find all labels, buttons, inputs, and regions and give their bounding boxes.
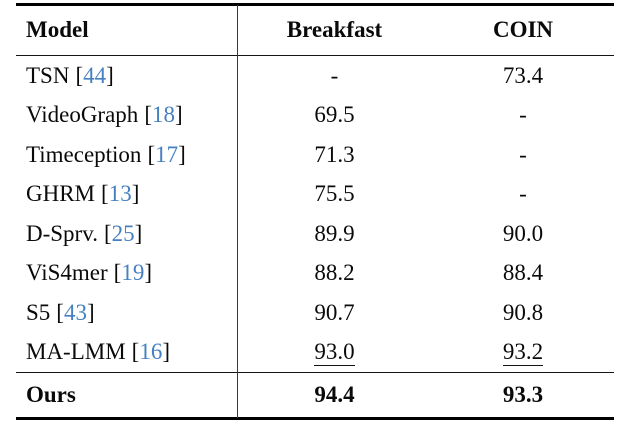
header-breakfast: Breakfast — [286, 17, 383, 43]
table-row: Timeception [17] 71.3 - — [16, 135, 614, 175]
model-cell: D-Sprv. [25] — [16, 221, 237, 247]
model-cell: ViS4mer [19] — [16, 260, 237, 286]
citation-link[interactable]: 43 — [63, 299, 87, 325]
model-name: ViS4mer — [26, 260, 108, 286]
citation-link[interactable]: 19 — [121, 260, 145, 286]
model-cell: TSN [44] — [16, 63, 237, 89]
breakfast-cell: - — [330, 62, 339, 88]
bracket-open: [ — [131, 339, 140, 365]
bracket-close: ] — [131, 181, 140, 207]
header-model: Model — [26, 17, 89, 43]
breakfast-cell: 90.7 — [314, 299, 355, 325]
table-header-row: Model Breakfast COIN — [16, 6, 614, 55]
table-row: TSN [44] - 73.4 — [16, 56, 614, 96]
results-table: Model Breakfast COIN TSN [44] - 73.4 Vide… — [16, 3, 614, 420]
coin-cell: 93.3 — [502, 382, 544, 408]
bracket-open: [ — [101, 181, 109, 207]
rule-below-header — [16, 54, 614, 56]
breakfast-cell: 75.5 — [314, 181, 355, 207]
coin-cell: 73.4 — [502, 62, 544, 88]
breakfast-cell: 89.9 — [314, 220, 355, 246]
table-row: MA-LMM [16] 93.0 93.2 — [16, 332, 614, 372]
rule-above-footer — [16, 371, 614, 374]
table-row: GHRM [13] 75.5 - — [16, 174, 614, 214]
header-coin: COIN — [492, 17, 554, 43]
breakfast-cell: 69.5 — [314, 102, 355, 128]
bracket-close: ] — [106, 62, 114, 88]
citation-link[interactable]: 25 — [111, 220, 135, 246]
bracket-open: [ — [113, 260, 122, 286]
model-cell: MA-LMM [16] — [16, 339, 237, 365]
rule-bottom — [16, 417, 614, 420]
model-name: GHRM — [26, 181, 96, 207]
table-row: VideoGraph [18] 69.5 - — [16, 95, 614, 135]
bracket-close: ] — [144, 260, 153, 286]
citation-link[interactable]: 16 — [139, 339, 163, 365]
table-row: D-Sprv. [25] 89.9 90.0 — [16, 214, 614, 254]
table-row: ViS4mer [19] 88.2 88.4 — [16, 253, 614, 293]
bracket-close: ] — [178, 141, 186, 167]
model-cell: Ours — [26, 382, 76, 408]
breakfast-cell: 94.4 — [314, 382, 355, 408]
coin-cell: 90.8 — [502, 299, 544, 325]
bracket-open: [ — [144, 102, 152, 128]
coin-cell: - — [519, 141, 527, 167]
model-cell: S5 [43] — [16, 300, 237, 326]
model-name: D-Sprv. — [26, 220, 98, 246]
underlined-value: 93.0 — [314, 339, 355, 366]
citation-link[interactable]: 13 — [108, 181, 132, 207]
citation-link[interactable]: 17 — [155, 141, 179, 167]
model-name: S5 — [26, 299, 51, 325]
coin-cell: 88.4 — [502, 260, 544, 286]
table-row: S5 [43] 90.7 90.8 — [16, 293, 614, 333]
model-cell: GHRM [13] — [16, 181, 237, 207]
bracket-close: ] — [162, 339, 171, 365]
breakfast-cell: 93.0 — [237, 339, 432, 366]
model-name: TSN — [26, 62, 70, 88]
model-name: Timeception — [26, 141, 142, 167]
coin-cell: - — [519, 102, 527, 128]
coin-cell: - — [519, 181, 527, 207]
coin-cell: 90.0 — [502, 220, 544, 246]
citation-link[interactable]: 18 — [151, 102, 175, 128]
bracket-open: [ — [56, 299, 64, 325]
model-name: MA-LMM — [26, 339, 126, 365]
bracket-open: [ — [103, 220, 112, 246]
underlined-value: 93.2 — [502, 339, 544, 366]
bracket-close: ] — [86, 299, 95, 325]
bracket-open: [ — [75, 62, 84, 88]
breakfast-cell: 88.2 — [314, 260, 355, 286]
column-divider — [237, 5, 239, 418]
bracket-close: ] — [174, 102, 183, 128]
model-name: VideoGraph — [26, 102, 139, 128]
bracket-open: [ — [147, 141, 156, 167]
model-cell: VideoGraph [18] — [16, 102, 237, 128]
bracket-close: ] — [134, 220, 143, 246]
model-cell: Timeception [17] — [16, 142, 237, 168]
rule-top — [16, 3, 614, 6]
breakfast-cell: 71.3 — [314, 141, 355, 167]
coin-cell: 93.2 — [432, 339, 614, 366]
citation-link[interactable]: 44 — [83, 62, 107, 88]
ours-row: Ours 94.4 93.3 — [16, 373, 614, 417]
